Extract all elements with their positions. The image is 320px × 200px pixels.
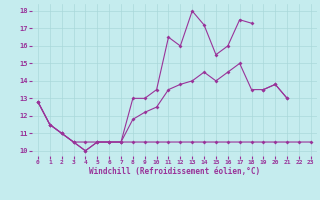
X-axis label: Windchill (Refroidissement éolien,°C): Windchill (Refroidissement éolien,°C) (89, 167, 260, 176)
